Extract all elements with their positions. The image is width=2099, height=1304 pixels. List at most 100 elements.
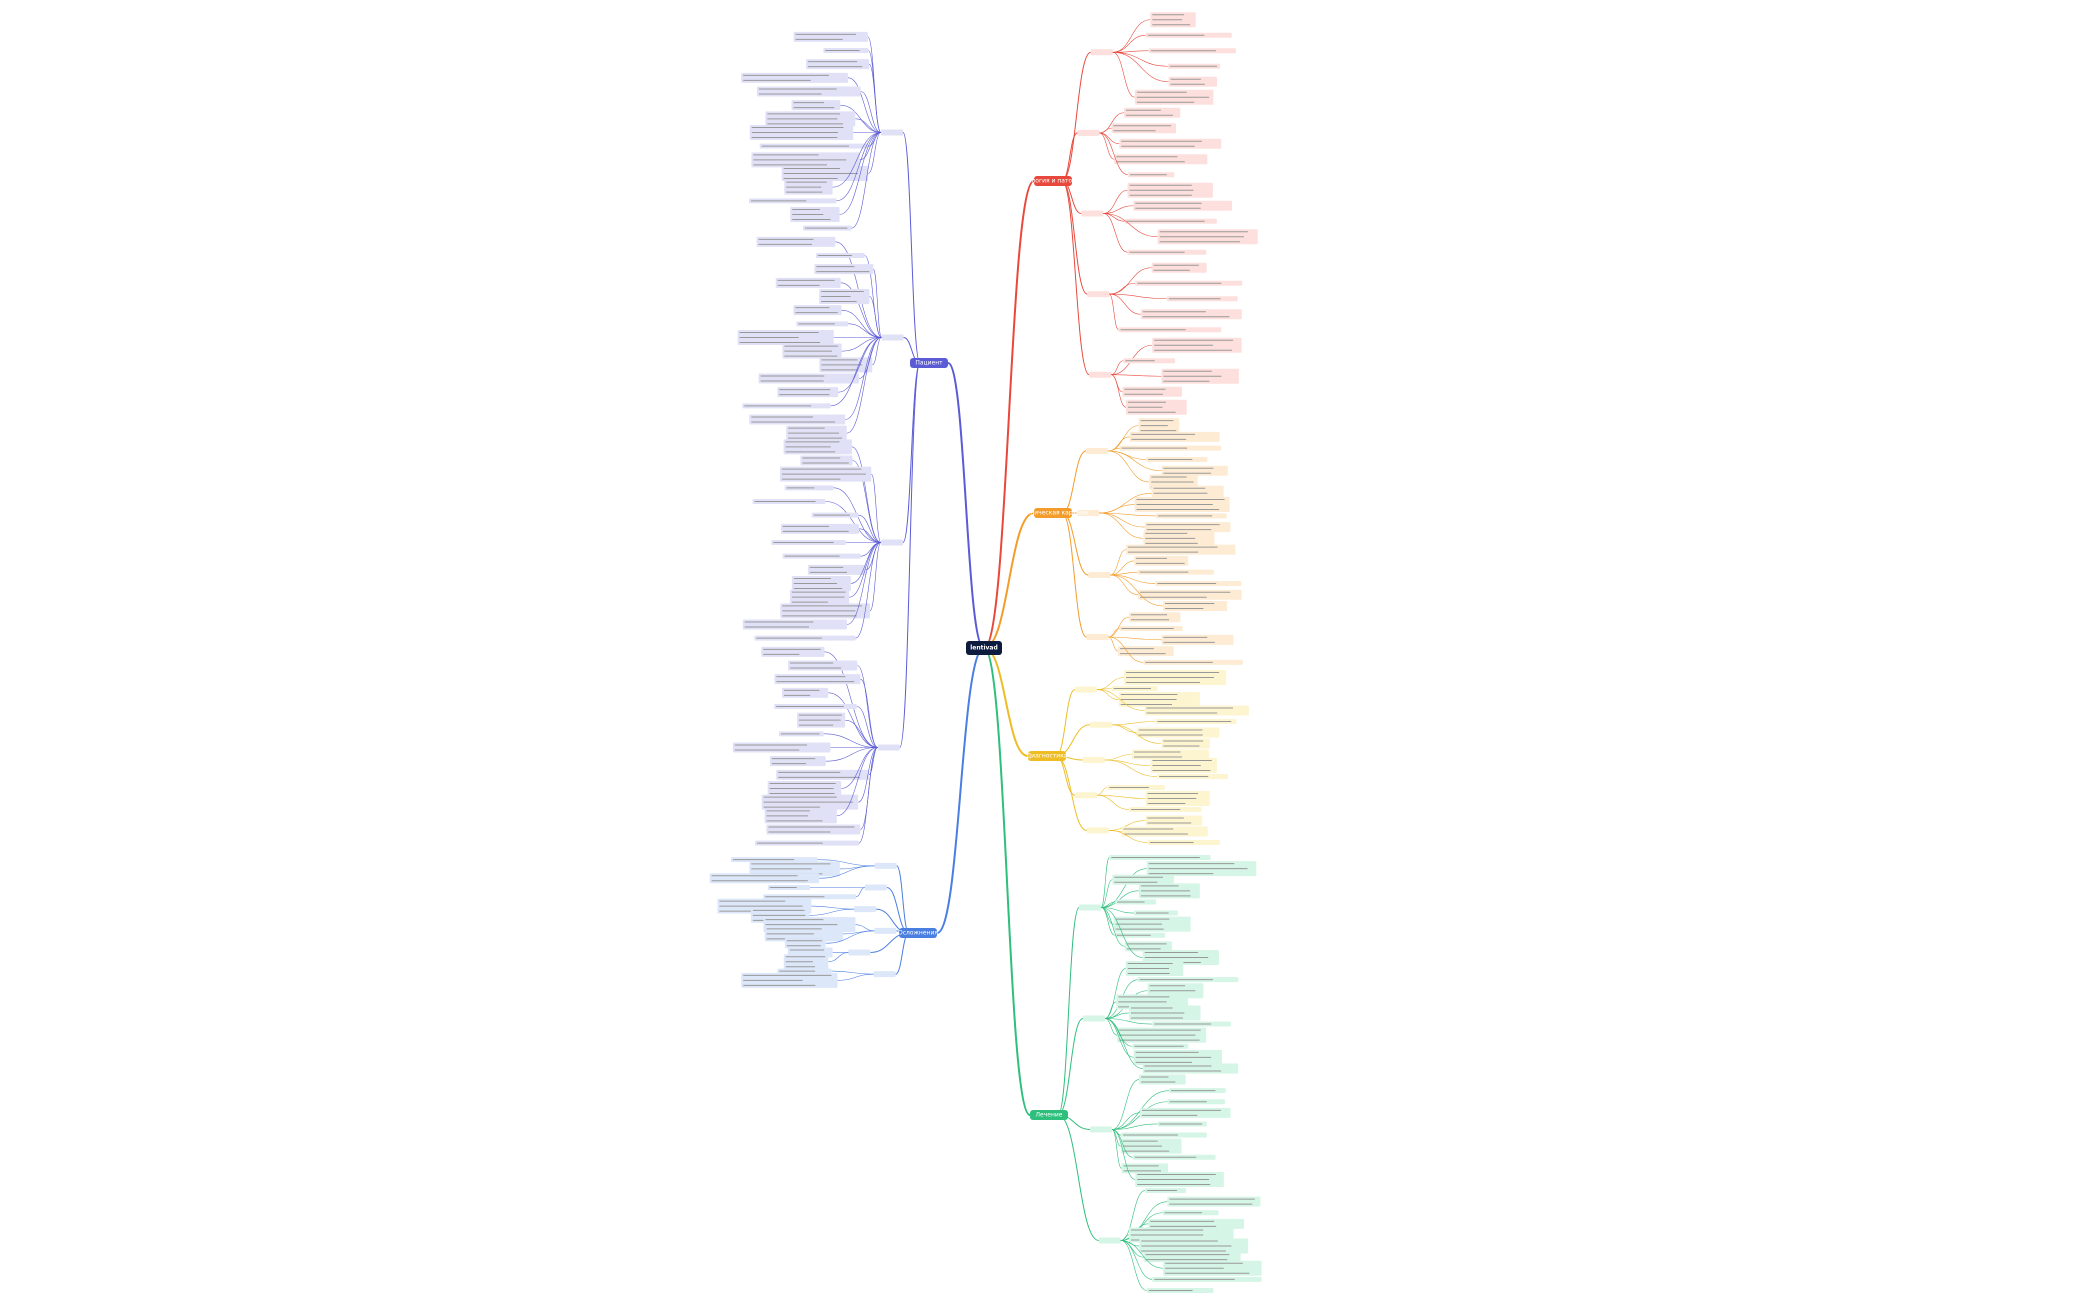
leaf-link	[831, 970, 874, 975]
branch-link	[947, 362, 985, 649]
leaf-link	[1120, 1240, 1164, 1269]
leaf-node	[1112, 874, 1174, 885]
leaf-link	[1096, 794, 1130, 810]
leaf-node	[1161, 634, 1234, 645]
leaf-link	[1101, 907, 1134, 914]
leaf-node	[777, 387, 839, 398]
leaf-link	[1101, 907, 1115, 936]
sub-link	[895, 932, 910, 975]
sub-node	[864, 884, 887, 891]
leaf-node	[1163, 601, 1228, 611]
branch-label: Этиология и патогенез	[1016, 178, 1090, 185]
sub-node	[1086, 634, 1109, 640]
leaf-link	[1101, 879, 1113, 908]
leaf-link	[1111, 374, 1162, 377]
leaf-node	[1133, 200, 1232, 211]
branch-label: Осложнения	[898, 930, 938, 937]
leaf-node	[784, 938, 826, 949]
sub-link	[1061, 132, 1078, 182]
sub-node	[1089, 721, 1112, 728]
leaf-link	[1112, 1129, 1136, 1180]
leaf-link	[1103, 213, 1158, 238]
leaf-link	[1112, 52, 1135, 98]
leaf-link	[1104, 1018, 1118, 1036]
leaf-link	[868, 63, 882, 133]
leaf-link	[836, 132, 882, 202]
leaf-node	[1119, 138, 1222, 149]
leaf-link	[825, 501, 881, 543]
leaf-link	[1120, 1240, 1147, 1291]
leaf-link	[851, 446, 882, 543]
leaf-link	[1111, 724, 1162, 744]
leaf-link	[1110, 574, 1139, 596]
leaf-link	[1099, 504, 1135, 514]
sub-link	[1061, 180, 1090, 376]
leaf-link	[868, 747, 879, 776]
leaf-link	[1111, 721, 1156, 726]
leaf-link	[1111, 374, 1127, 408]
leaf-link	[847, 77, 882, 133]
leaf-link	[1108, 450, 1147, 460]
leaf-link	[1120, 1240, 1153, 1280]
leaf-node	[1161, 738, 1210, 749]
sub-node	[881, 129, 904, 136]
leaf-link	[832, 132, 882, 188]
leaf-node	[1111, 123, 1177, 134]
leaf-link	[1108, 636, 1144, 663]
leaf-link	[1112, 1079, 1140, 1130]
leaf-node	[780, 523, 859, 534]
leaf-node	[732, 742, 831, 753]
sub-node	[1077, 510, 1100, 516]
sub-node	[1079, 904, 1102, 911]
leaf-link	[1109, 293, 1141, 315]
leaf-link	[819, 865, 875, 879]
leaf-link	[860, 678, 879, 748]
leaf-node	[1122, 386, 1182, 397]
sub-node	[1086, 827, 1109, 834]
leaf-link	[836, 747, 878, 817]
sub-node	[873, 971, 896, 978]
center-node	[966, 641, 1002, 655]
leaf-node	[791, 100, 841, 111]
leaf-link	[1111, 360, 1124, 375]
leaf-node	[1140, 309, 1242, 320]
leaf-node	[1168, 76, 1218, 87]
leaf-node	[775, 277, 841, 288]
sub-node	[1086, 448, 1109, 454]
leaf-link	[823, 733, 878, 748]
leaf-node	[807, 564, 866, 575]
sub-node	[1089, 371, 1112, 378]
leaf-node	[1145, 815, 1203, 826]
leaf-link	[1109, 293, 1119, 331]
leaf-link	[1104, 1018, 1153, 1025]
leaf-link	[1112, 1112, 1140, 1130]
leaf-node	[793, 31, 868, 42]
leaf-link	[1096, 794, 1146, 799]
leaf-link	[811, 905, 855, 910]
leaf-node	[1124, 941, 1172, 952]
leaf-link	[852, 460, 882, 543]
sub-node	[1081, 210, 1104, 217]
leaf-node	[1128, 612, 1181, 623]
leaf-link	[1112, 1101, 1168, 1130]
leaf-node	[1129, 431, 1220, 442]
leaf-node	[1144, 522, 1231, 533]
leaf-link	[825, 930, 875, 944]
sub-node	[1098, 1237, 1121, 1244]
leaf-node	[800, 455, 853, 466]
leaf-link	[841, 337, 882, 352]
leaf-link	[851, 132, 882, 229]
leaf-link	[1110, 560, 1135, 576]
leaf-link	[1104, 759, 1151, 766]
leaf-link	[824, 651, 878, 748]
leaf-link	[1096, 689, 1145, 711]
sub-node	[874, 927, 897, 934]
leaf-link	[1108, 830, 1148, 843]
leaf-link	[1108, 447, 1120, 452]
leaf-node	[1142, 1063, 1239, 1074]
sub-link	[902, 362, 921, 543]
leaf-link	[1103, 205, 1134, 214]
leaf-link	[1108, 450, 1150, 483]
sub-node	[1090, 49, 1113, 56]
